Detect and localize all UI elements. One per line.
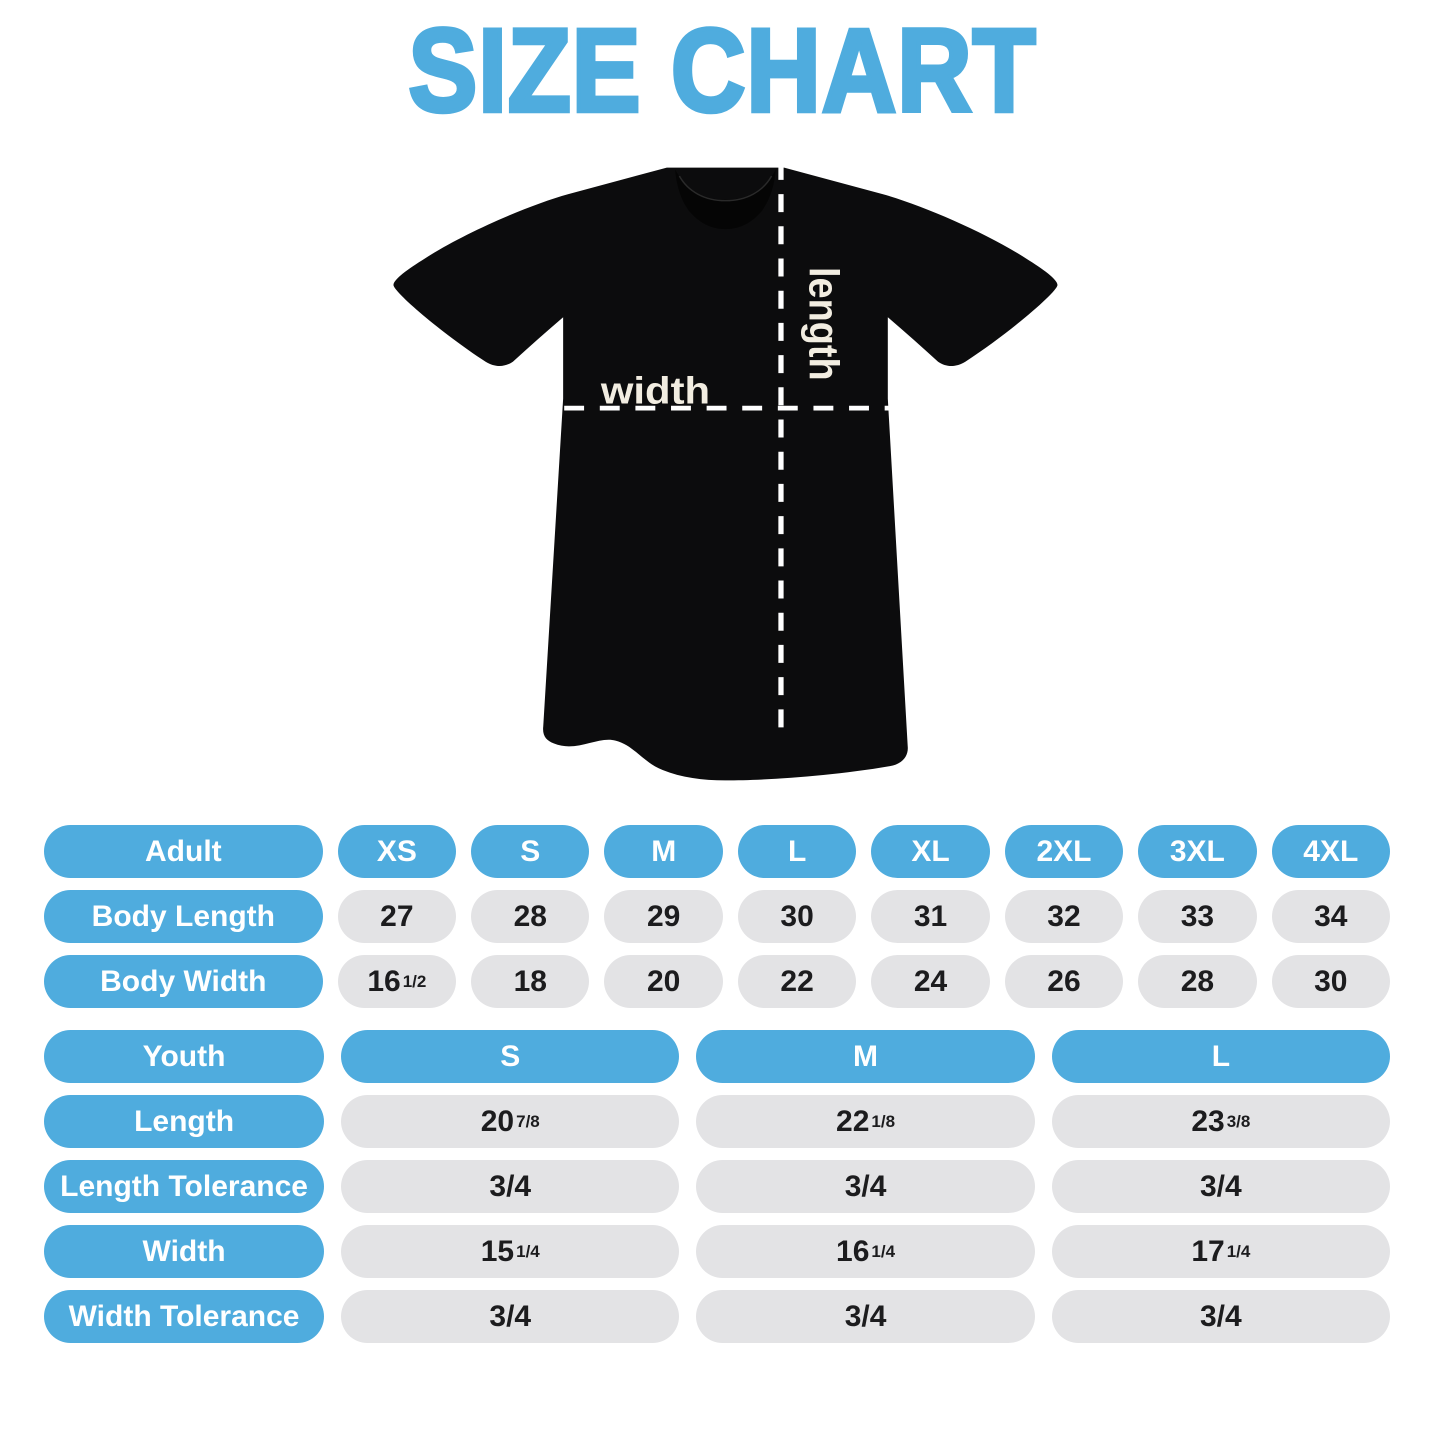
svg-text:length: length — [800, 267, 846, 381]
svg-text:width: width — [600, 370, 710, 412]
